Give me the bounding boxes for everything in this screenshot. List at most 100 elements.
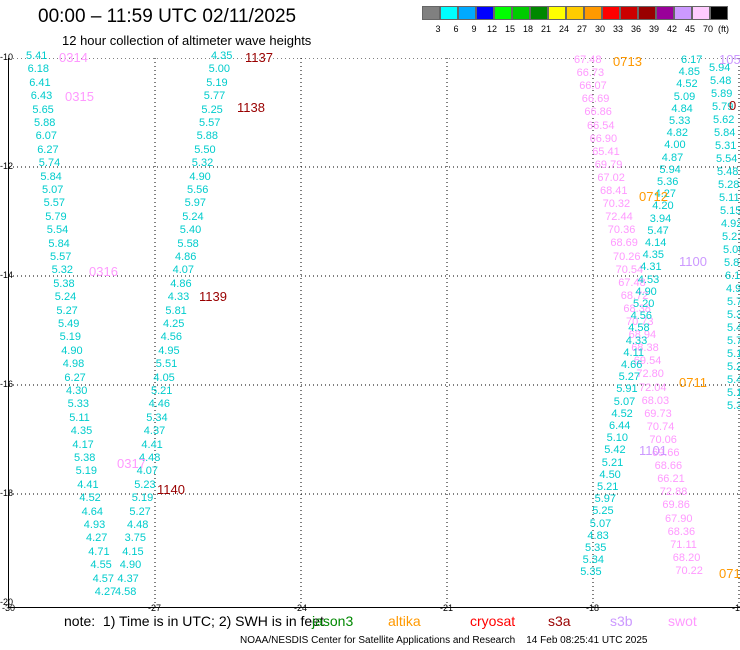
wave-height-value: 4.35 bbox=[70, 425, 93, 438]
legend-label: 21 bbox=[540, 24, 551, 34]
legend-swatch bbox=[692, 6, 710, 20]
longitude-label: -21 bbox=[440, 603, 454, 613]
wave-height-value: 5.25 bbox=[592, 505, 614, 518]
wave-height-value: 4.52 bbox=[79, 492, 101, 505]
wave-height-value: 5.50 bbox=[194, 143, 216, 156]
wave-height-value: 4.41 bbox=[141, 438, 163, 451]
page-subtitle: 12 hour collection of altimeter wave hei… bbox=[62, 33, 312, 48]
wave-height-value: 4.52 bbox=[676, 78, 698, 91]
wave-height-value: 5.09 bbox=[673, 90, 696, 103]
legend-label: 33 bbox=[612, 24, 623, 34]
wave-height-value: 4.31 bbox=[640, 261, 662, 274]
longitude-label: -27 bbox=[148, 603, 162, 613]
track-time-label: 1139 bbox=[199, 289, 227, 304]
wave-height-value: 66.73 bbox=[576, 67, 605, 80]
latitude-label: -14 bbox=[0, 270, 14, 280]
wave-height-value: 5.31 bbox=[715, 140, 737, 152]
wave-height-value: 5.65 bbox=[32, 103, 54, 116]
wave-height-value: 5.57 bbox=[43, 197, 66, 210]
legend-label: 27 bbox=[576, 24, 587, 34]
wave-height-value: 5.3 bbox=[727, 309, 740, 321]
legend-label: 6 bbox=[453, 24, 459, 34]
legend-swatch bbox=[512, 6, 530, 20]
wave-height-value: 72.80 bbox=[636, 368, 664, 381]
wave-height-value: 4.05 bbox=[153, 371, 175, 384]
wave-height-value: 5.7 bbox=[727, 335, 740, 347]
wave-height-value: 3.75 bbox=[124, 532, 147, 545]
wave-height-value: 67.48 bbox=[574, 54, 602, 66]
wave-height-value: 5.11 bbox=[69, 411, 90, 424]
wave-height-value: 5.79 bbox=[45, 210, 67, 223]
wave-height-value: 4.11 bbox=[623, 346, 644, 359]
wave-height-value: 4.07 bbox=[172, 264, 195, 277]
wave-height-value: 5.57 bbox=[50, 251, 72, 263]
wave-height-value: 4.58 bbox=[628, 322, 650, 335]
wave-height-value: 68.66 bbox=[654, 460, 683, 473]
legend-swatch bbox=[566, 6, 584, 20]
wave-height-value: 5.86 bbox=[724, 257, 740, 269]
wave-height-value: 5.48 bbox=[717, 166, 739, 178]
wave-height-value: 66.21 bbox=[657, 473, 685, 486]
wave-height-value: 4.41 bbox=[77, 478, 99, 491]
wave-height-value: 5.1 bbox=[727, 348, 740, 360]
wave-height-value: 66.54 bbox=[587, 119, 615, 132]
legend-label: 12 bbox=[486, 24, 497, 34]
wave-height-value: 5.23 bbox=[134, 478, 156, 491]
wave-height-value: 4.27 bbox=[654, 188, 677, 201]
wave-height-value: 5.07 bbox=[589, 517, 612, 530]
wave-height-value: 4.82 bbox=[666, 127, 689, 140]
legend-swatch bbox=[710, 6, 728, 20]
wave-height-value: 4.83 bbox=[587, 529, 609, 542]
track-time-label: 0314 bbox=[59, 50, 88, 65]
wave-height-value: 4.17 bbox=[72, 438, 94, 451]
satellite-name-jason3: jason3 bbox=[312, 613, 354, 629]
wave-height-value: 4.86 bbox=[175, 251, 197, 263]
wave-height-value: 5.77 bbox=[203, 90, 226, 103]
wave-height-value: 5.27 bbox=[56, 304, 78, 317]
track-time-label: 0713 bbox=[613, 54, 642, 69]
wave-height-value: 4.56 bbox=[630, 310, 653, 323]
legend-swatch bbox=[656, 6, 674, 20]
longitude-label: -24 bbox=[294, 603, 308, 613]
wave-height-value: 65.41 bbox=[592, 145, 620, 158]
wave-height-value: 5.00 bbox=[208, 63, 231, 76]
wave-height-value: 4.58 bbox=[115, 586, 137, 598]
wave-height-value: 5.4 bbox=[727, 322, 740, 334]
wave-height-value: 4.20 bbox=[652, 200, 674, 213]
legend-swatch bbox=[494, 6, 512, 20]
legend-swatch bbox=[476, 6, 494, 20]
wave-height-value: 5.58 bbox=[177, 237, 199, 250]
wave-height-value: 5.07 bbox=[613, 395, 636, 408]
wave-height-value: 4.90 bbox=[635, 285, 657, 298]
wave-height-value: 68.69 bbox=[610, 237, 638, 250]
wave-height-value: 4.52 bbox=[611, 407, 633, 420]
latitude-label: -18 bbox=[0, 488, 14, 498]
wave-height-value: 5.35 bbox=[580, 566, 602, 579]
wave-height-value: 4.48 bbox=[139, 452, 161, 464]
wave-height-value: 4.97 bbox=[726, 283, 740, 295]
wave-height-value: 5.54 bbox=[716, 153, 738, 165]
wave-height-value: 4.55 bbox=[90, 559, 112, 572]
wave-height-value: 5.36 bbox=[657, 176, 679, 188]
wave-height-value: 5.27 bbox=[618, 371, 641, 384]
longitude-label: -15 bbox=[732, 603, 740, 613]
wave-height-value: 5.2 bbox=[727, 361, 740, 373]
wave-height-value: 4.14 bbox=[645, 237, 667, 249]
legend-swatch bbox=[620, 6, 638, 20]
wave-height-value: 66.86 bbox=[584, 106, 612, 119]
wave-height-value: 5.3 bbox=[727, 400, 740, 412]
wave-height-value: 4.90 bbox=[61, 344, 83, 357]
wave-height-value: 5.33 bbox=[67, 398, 90, 411]
wave-height-value: 5.11 bbox=[719, 192, 740, 204]
wave-height-value: 5.41 bbox=[26, 50, 48, 62]
wave-height-value: 5.15 bbox=[720, 205, 740, 217]
legend-swatch bbox=[422, 6, 440, 20]
footnote-text: note: 1) Time is in UTC; 2) SWH is in fe… bbox=[64, 613, 324, 629]
latitude-label: -20 bbox=[0, 597, 14, 607]
wave-height-value: 4.37 bbox=[143, 425, 166, 438]
wave-height-value: 4.57 bbox=[92, 572, 115, 585]
wave-height-value: 4.93 bbox=[83, 519, 106, 531]
legend-swatch bbox=[674, 6, 692, 20]
wave-height-value: 5.79 bbox=[712, 101, 734, 113]
legend-label: 3 bbox=[435, 24, 441, 34]
